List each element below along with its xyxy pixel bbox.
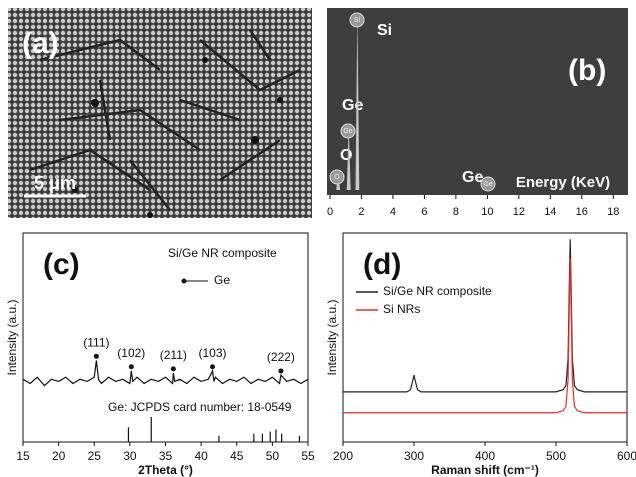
peak-marker-label: O bbox=[334, 174, 340, 181]
peak-marker-label: Ge bbox=[483, 181, 492, 188]
peak-label: Si bbox=[377, 22, 392, 39]
x-tick-label: 14 bbox=[544, 206, 556, 218]
x-tick-label: 35 bbox=[159, 449, 173, 463]
data-line bbox=[343, 258, 627, 413]
x-tick-label: 10 bbox=[481, 206, 493, 218]
x-tick-label: 4 bbox=[390, 206, 396, 218]
reference-label: Ge: JCPDS card number: 18-0549 bbox=[108, 400, 292, 414]
panel-label: (d) bbox=[363, 248, 401, 281]
x-tick-label: 12 bbox=[513, 206, 525, 218]
peak-marker bbox=[129, 364, 134, 369]
x-tick-label: 16 bbox=[576, 206, 588, 218]
eds-background bbox=[327, 8, 628, 195]
peak-label: (103) bbox=[199, 346, 227, 360]
x-tick-label: 600 bbox=[617, 449, 636, 463]
peak-marker-label: Ge bbox=[343, 128, 352, 135]
x-tick-label: 500 bbox=[546, 449, 566, 463]
panel-label: (a) bbox=[22, 27, 59, 60]
legend-label: Si/Ge NR composite bbox=[383, 284, 492, 298]
peak-marker bbox=[278, 368, 283, 373]
peak-label: Ge bbox=[342, 97, 363, 114]
peak-marker bbox=[94, 354, 99, 359]
y-axis-title: Intensity (a.u.) bbox=[325, 299, 339, 375]
x-tick-label: 0 bbox=[327, 206, 333, 218]
peak-marker bbox=[171, 366, 176, 371]
x-axis-title: Energy (KeV) bbox=[516, 174, 610, 191]
x-tick-label: 8 bbox=[453, 206, 459, 218]
x-tick-label: 2 bbox=[358, 206, 364, 218]
x-tick-label: 400 bbox=[475, 449, 495, 463]
x-tick-label: 55 bbox=[301, 449, 315, 463]
x-tick-label: 200 bbox=[333, 449, 353, 463]
x-tick-label: 45 bbox=[230, 449, 244, 463]
y-axis-title: Intensity (a.u.) bbox=[5, 299, 19, 375]
x-tick-label: 25 bbox=[88, 449, 102, 463]
x-axis-title: 2Theta (°) bbox=[138, 463, 193, 477]
legend-label: Ge bbox=[214, 273, 230, 287]
peak-label: Ge bbox=[462, 169, 483, 186]
legend-label: Si NRs bbox=[383, 302, 420, 316]
x-tick-label: 15 bbox=[16, 449, 30, 463]
peak-label: (102) bbox=[117, 346, 145, 360]
x-tick-label: 20 bbox=[52, 449, 66, 463]
scale-bar-label: 5 μm bbox=[34, 173, 76, 193]
x-tick-label: 30 bbox=[123, 449, 137, 463]
x-tick-label: 50 bbox=[266, 449, 280, 463]
x-tick-label: 300 bbox=[404, 449, 424, 463]
peak-marker-label: Si bbox=[354, 17, 361, 24]
panel-label: (b) bbox=[568, 54, 606, 87]
panel-label: (c) bbox=[43, 248, 80, 281]
sem-image: (a) 5 μm bbox=[8, 8, 312, 218]
peak-label: (222) bbox=[267, 350, 295, 364]
figure: (a) 5 μm (b) Energy (KeV) 0 2 4 6 8 10 12 14 16 18 O… bbox=[0, 0, 636, 477]
x-tick-label: 6 bbox=[421, 206, 427, 218]
peak-label: O bbox=[340, 147, 352, 164]
peak-label: (111) bbox=[83, 335, 109, 349]
x-tick-label: 18 bbox=[607, 206, 619, 218]
data-line bbox=[23, 360, 308, 385]
peak-marker bbox=[210, 364, 215, 369]
peak-label: (211) bbox=[160, 348, 187, 362]
chart-title: Si/Ge NR composite bbox=[168, 246, 277, 260]
x-axis-title: Raman shift (cm⁻¹) bbox=[431, 463, 539, 477]
x-tick-label: 40 bbox=[194, 449, 208, 463]
